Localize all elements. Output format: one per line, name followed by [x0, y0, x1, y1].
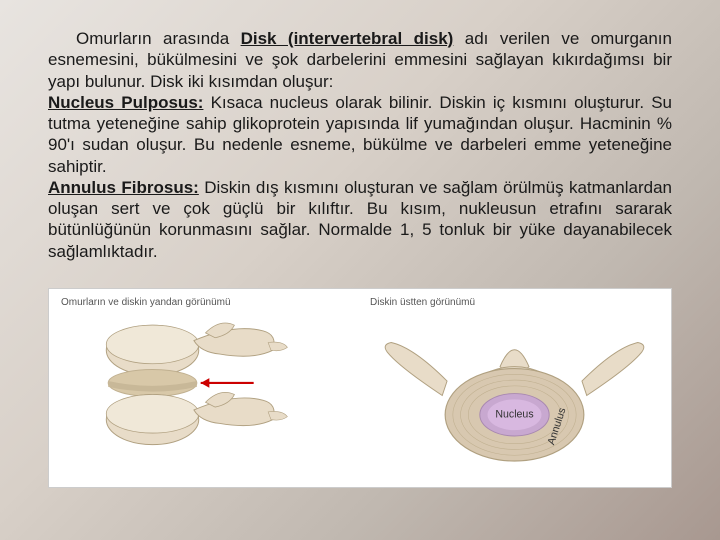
- nucleus-label: Nucleus Pulposus:: [48, 93, 203, 112]
- figure-right-caption: Diskin üstten görünümü: [370, 297, 659, 308]
- nucleus-label-svg: Nucleus: [495, 408, 533, 420]
- annulus-label: Annulus Fibrosus:: [48, 178, 199, 197]
- vertebrae-side-svg: [61, 312, 350, 479]
- nucleus-paragraph: Nucleus Pulposus: Kısaca nucleus olarak …: [48, 92, 672, 177]
- figure-left-panel: Omurların ve diskin yandan görünümü: [61, 297, 350, 479]
- annulus-paragraph: Annulus Fibrosus: Diskin dış kısmını olu…: [48, 177, 672, 262]
- figure-left-caption: Omurların ve diskin yandan görünümü: [61, 297, 350, 308]
- intro-text-1: Omurların arasında: [76, 29, 241, 48]
- figure-right-panel: Diskin üstten görünümü Nucleus Annulus: [370, 297, 659, 479]
- slide-content: Omurların arasında Disk (intervertebral …: [0, 0, 720, 274]
- intro-paragraph: Omurların arasında Disk (intervertebral …: [48, 28, 672, 92]
- intro-term: Disk (intervertebral disk): [241, 29, 454, 48]
- figure-container: Omurların ve diskin yandan görünümü: [48, 288, 672, 488]
- disc-top-svg: Nucleus Annulus: [370, 312, 659, 479]
